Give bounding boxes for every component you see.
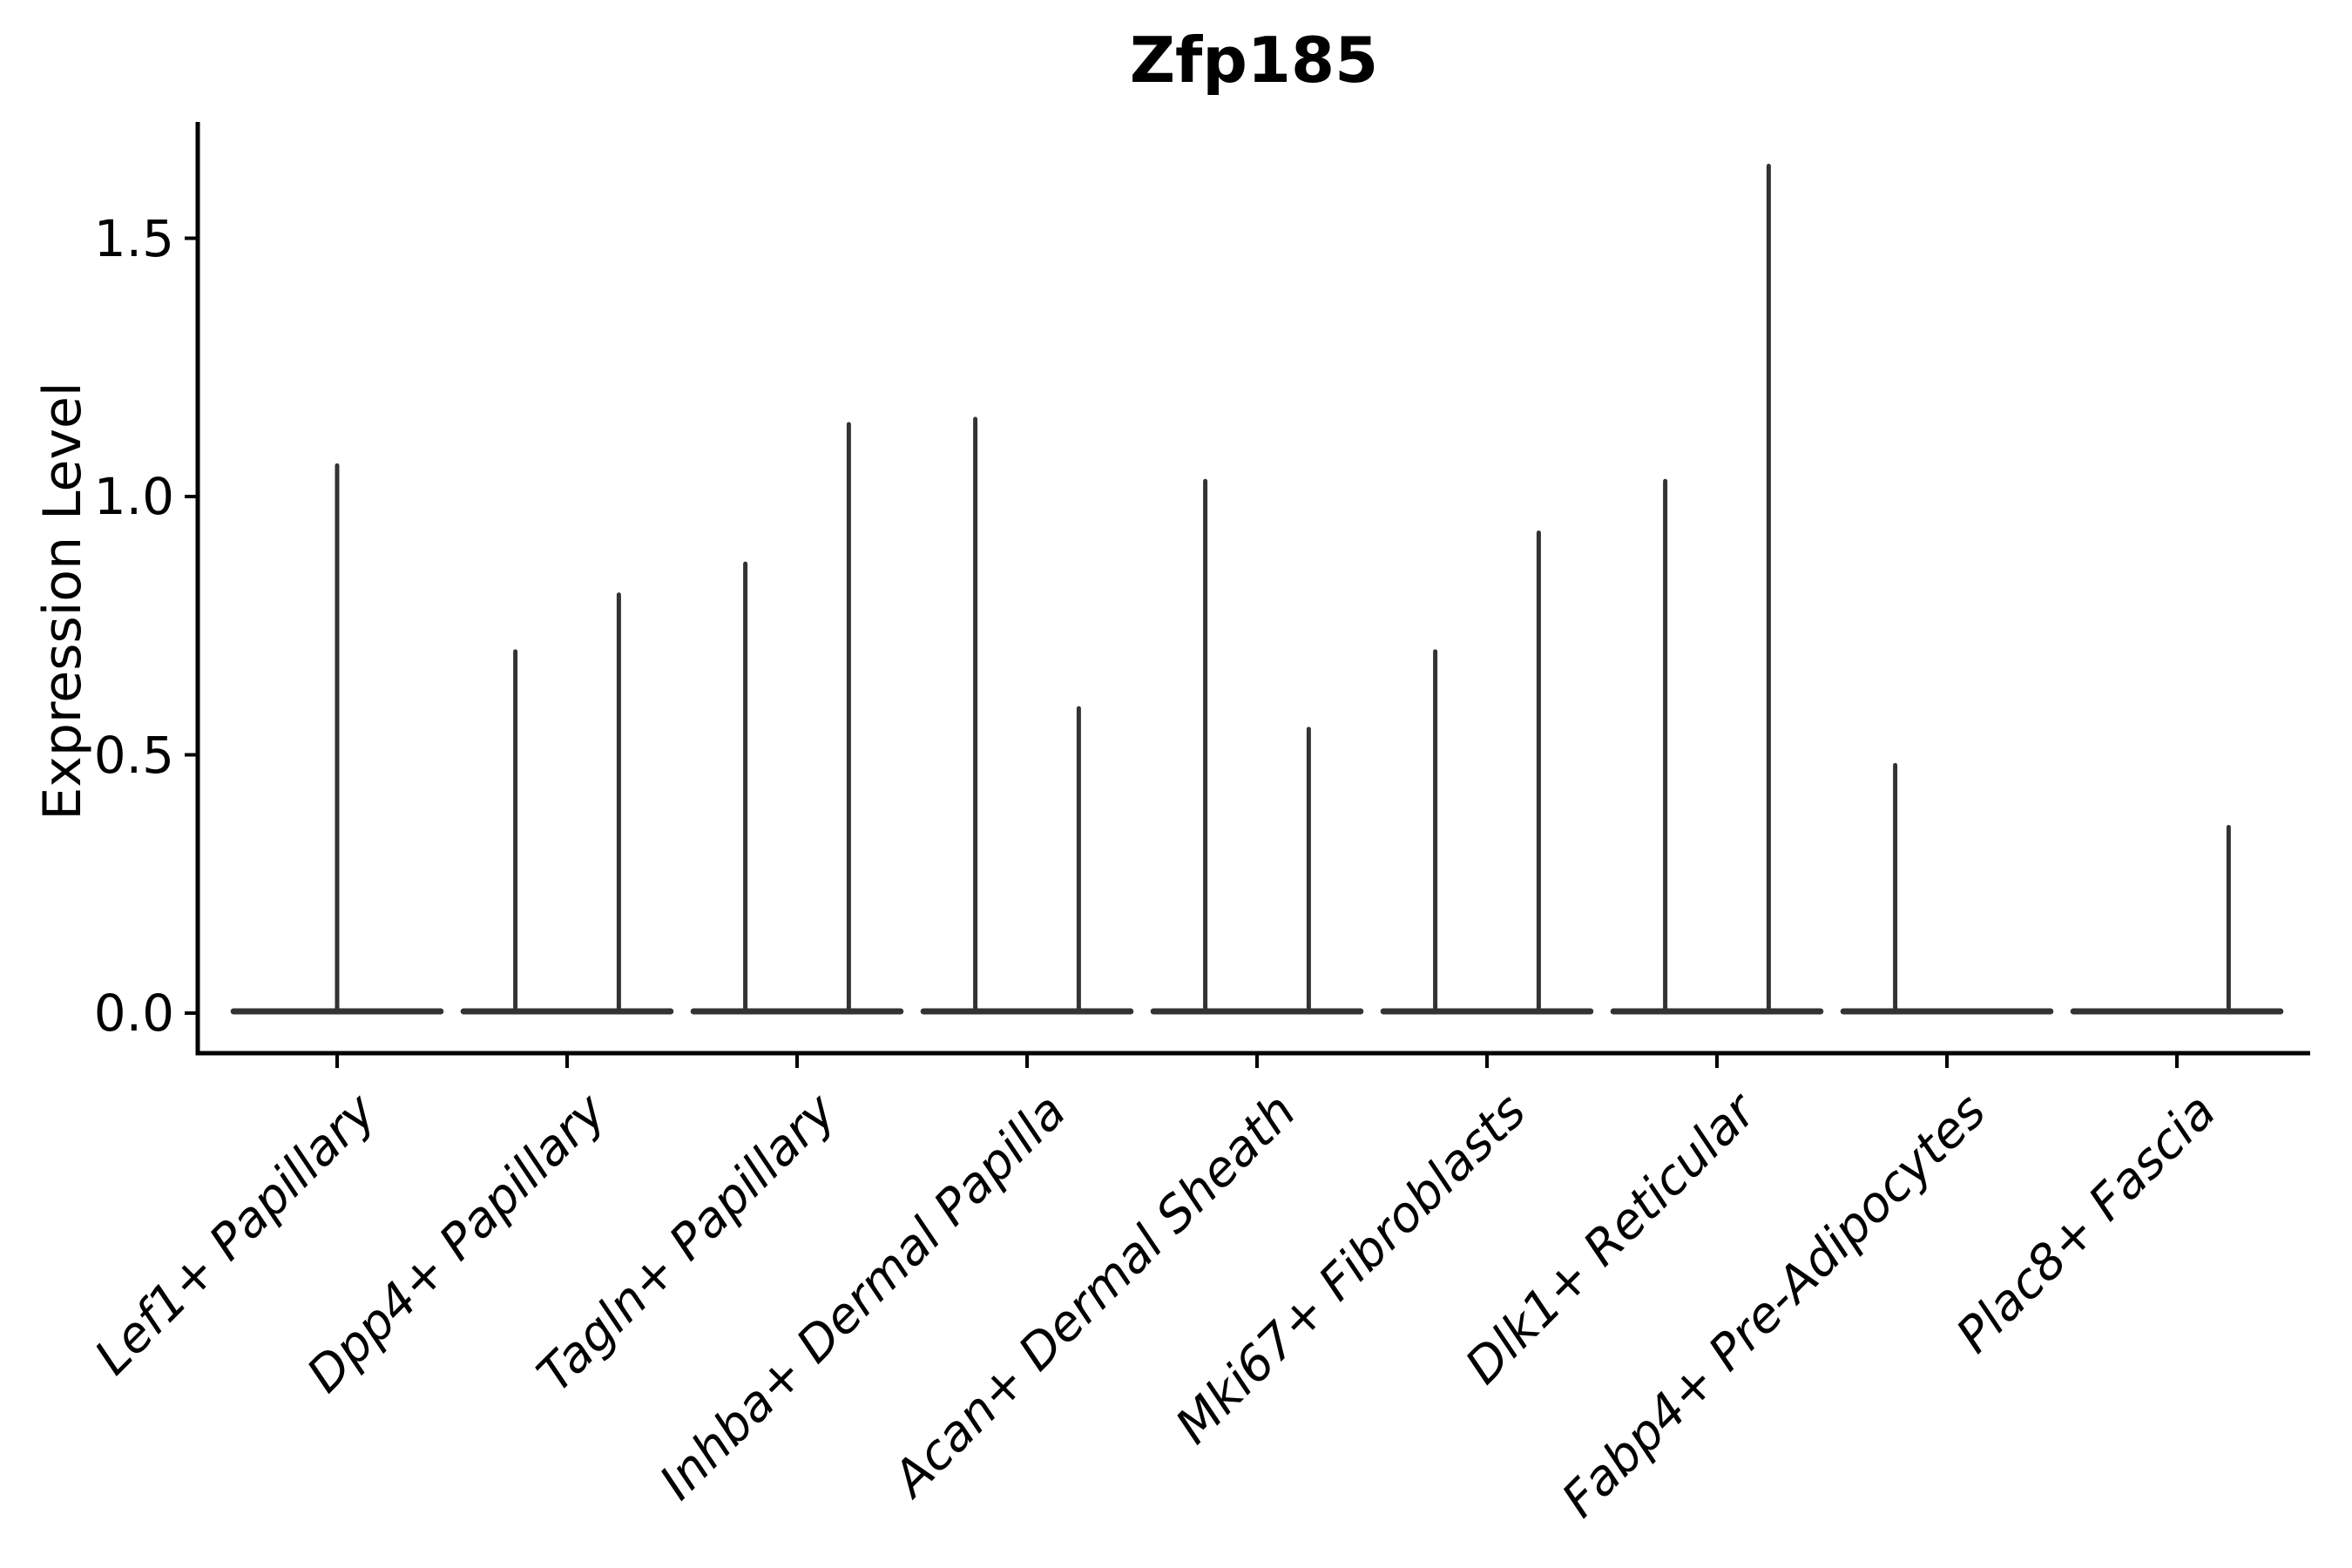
- y-tick-label: 1.5: [93, 208, 174, 268]
- chart-title: Zfp185: [1129, 24, 1379, 97]
- y-tick-label: 0.0: [93, 983, 174, 1043]
- y-tick-label: 0.5: [93, 725, 174, 785]
- y-tick-label: 1.0: [93, 467, 174, 526]
